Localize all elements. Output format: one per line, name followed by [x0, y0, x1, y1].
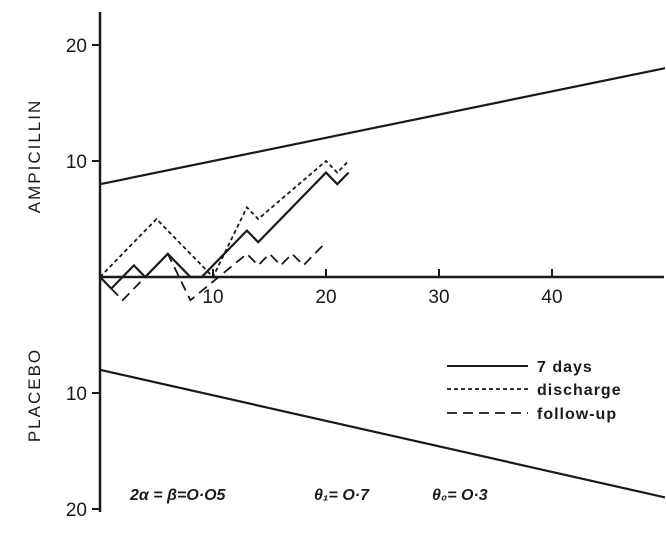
parameter-annotation: 2α = β=O·O5 θ₁= O·7 θ₀= O·3 [129, 487, 488, 504]
side-label-lower: PLACEBO [25, 348, 44, 442]
y-tick-label: 10 [66, 152, 87, 173]
ticks-layer: 10 20 30 40 20 10 10 20 [66, 36, 563, 521]
boundaries-layer [99, 67, 666, 499]
annotation-theta1: θ₁= O·7 [314, 487, 370, 504]
series-layer [99, 159, 350, 302]
series-line-follow-up [99, 241, 327, 302]
x-tick-label: 10 [202, 287, 223, 308]
annotation-alpha-beta: 2α = β=O·O5 [129, 487, 227, 504]
x-tick-label: 40 [541, 287, 562, 308]
legend-label-7-days: 7 days [537, 359, 593, 376]
lower-boundary-line [99, 368, 666, 499]
y-tick-label: 20 [66, 36, 87, 57]
x-tick-label: 30 [428, 287, 449, 308]
y-tick-label: 10 [66, 384, 87, 405]
legend-label-discharge: discharge [537, 382, 622, 399]
axes-layer [98, 12, 664, 512]
side-label-upper: AMPICILLIN [25, 99, 44, 213]
legend: 7 days discharge follow-up [447, 359, 622, 423]
y-tick-label: 20 [66, 500, 87, 521]
series-line-7-days [99, 171, 350, 291]
annotation-theta0: θ₀= O·3 [432, 487, 488, 504]
x-tick-label: 20 [315, 287, 336, 308]
legend-label-follow-up: follow-up [537, 406, 617, 423]
series-line-discharge [99, 159, 350, 279]
upper-boundary-line [99, 67, 666, 186]
